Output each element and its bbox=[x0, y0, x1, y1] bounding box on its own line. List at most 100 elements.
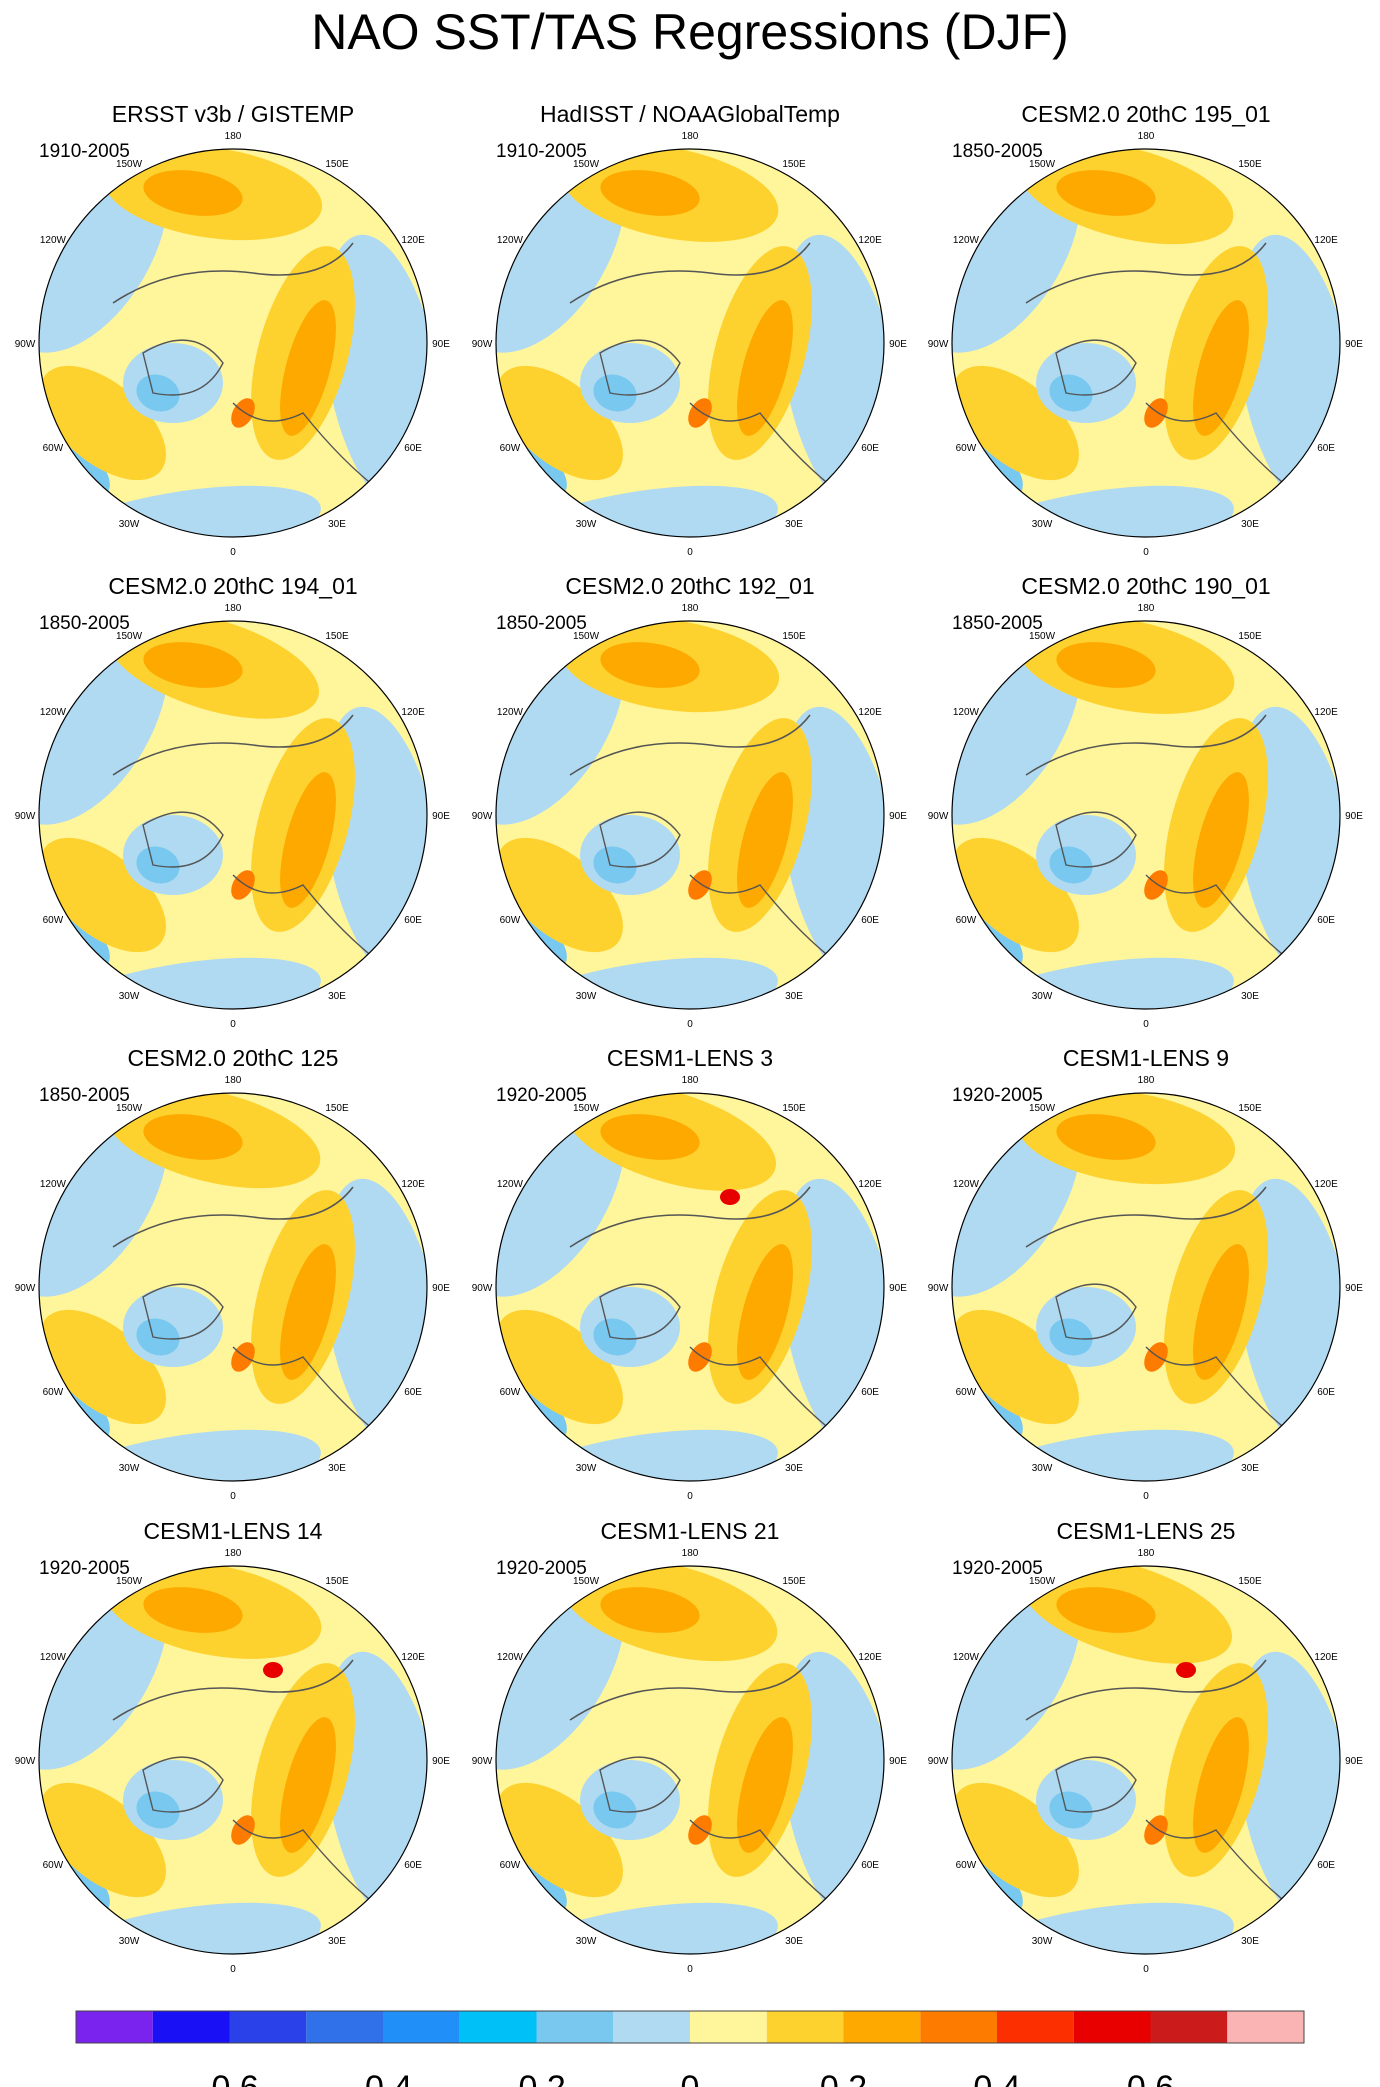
positive-anomaly bbox=[40, 365, 166, 481]
positive-anomaly bbox=[1144, 398, 1168, 428]
map-panel: CESM1-LENS 14 1920-2005 180 150E 120E 90E 60E 3… bbox=[15, 1518, 451, 1975]
longitude-label: 0 bbox=[230, 1491, 236, 1502]
negative-anomaly bbox=[593, 1791, 637, 1829]
longitude-label: 180 bbox=[1138, 1548, 1155, 1559]
longitude-label: 60W bbox=[956, 915, 977, 926]
coastline bbox=[689, 402, 841, 494]
longitude-label: 30E bbox=[1241, 1463, 1259, 1474]
longitude-label: 30W bbox=[576, 1463, 597, 1474]
longitude-label: 150E bbox=[1238, 159, 1262, 170]
coastline bbox=[569, 714, 811, 776]
longitude-label: 60W bbox=[43, 915, 64, 926]
panel-period: 1850-2005 bbox=[952, 141, 1043, 162]
coastline bbox=[112, 242, 354, 304]
colorbar-swatch bbox=[1227, 2011, 1304, 2043]
colorbar-swatch bbox=[536, 2011, 614, 2043]
longitude-label: 0 bbox=[230, 1019, 236, 1030]
positive-anomaly bbox=[688, 398, 712, 428]
positive-anomaly bbox=[1144, 870, 1168, 900]
positive-anomaly bbox=[953, 1309, 1079, 1425]
longitude-label: 60E bbox=[404, 1387, 422, 1398]
longitude-label: 180 bbox=[225, 1548, 242, 1559]
longitude-label: 90W bbox=[15, 811, 36, 822]
panel-title: CESM2.0 20thC 194_01 bbox=[108, 573, 357, 599]
map-panel: ERSST v3b / GISTEMP 1910-2005 180 150E 120E 9… bbox=[15, 101, 451, 558]
panel-title: CESM1-LENS 3 bbox=[607, 1045, 773, 1071]
coastline bbox=[142, 811, 224, 868]
longitude-label: 90W bbox=[15, 339, 36, 350]
longitude-label: 30W bbox=[1032, 519, 1053, 530]
longitude-label: 90E bbox=[889, 811, 907, 822]
longitude-label: 150W bbox=[116, 631, 143, 642]
longitude-label: 180 bbox=[1138, 1075, 1155, 1086]
longitude-label: 90W bbox=[928, 1756, 949, 1767]
longitude-label: 120E bbox=[1314, 1179, 1338, 1190]
positive-anomaly bbox=[1056, 170, 1156, 216]
longitude-label: 120W bbox=[953, 707, 980, 718]
longitude-label: 30W bbox=[1032, 1463, 1053, 1474]
map-boundary bbox=[951, 620, 1341, 1010]
longitude-label: 30E bbox=[1241, 991, 1259, 1002]
positive-anomaly bbox=[280, 772, 336, 908]
positive-anomaly bbox=[600, 642, 700, 688]
longitude-label: 120W bbox=[40, 707, 67, 718]
panel-period: 1920-2005 bbox=[496, 1558, 587, 1579]
map-boundary bbox=[38, 148, 428, 538]
negative-anomaly bbox=[136, 1791, 180, 1829]
longitude-label: 150W bbox=[1029, 1103, 1056, 1114]
longitude-label: 120W bbox=[953, 1179, 980, 1190]
coastline bbox=[569, 1659, 811, 1721]
panel-period: 1920-2005 bbox=[952, 1558, 1043, 1579]
longitude-label: 0 bbox=[687, 547, 693, 558]
coastline bbox=[599, 1283, 681, 1340]
longitude-label: 90W bbox=[472, 1756, 493, 1767]
colorbar-swatch bbox=[76, 2011, 153, 2043]
longitude-label: 0 bbox=[230, 1964, 236, 1975]
longitude-label: 150E bbox=[782, 631, 806, 642]
longitude-label: 60E bbox=[861, 443, 879, 454]
panel-period: 1850-2005 bbox=[39, 613, 130, 634]
longitude-label: 120W bbox=[40, 1179, 67, 1190]
coastline bbox=[1025, 714, 1267, 776]
longitude-label: 90E bbox=[432, 811, 450, 822]
colorbar-frame bbox=[75, 2010, 1305, 2044]
coastline bbox=[1145, 402, 1297, 494]
map-panel: CESM1-LENS 21 1920-2005 180 150E 120E 90E 60E 3… bbox=[472, 1518, 908, 1975]
longitude-label: 0 bbox=[230, 547, 236, 558]
longitude-label: 120E bbox=[401, 1652, 425, 1663]
panel-title: ERSST v3b / GISTEMP bbox=[112, 101, 354, 127]
positive-anomaly bbox=[688, 870, 712, 900]
longitude-label: 90W bbox=[472, 811, 493, 822]
coastline bbox=[232, 1346, 384, 1438]
longitude-label: 60W bbox=[956, 1387, 977, 1398]
longitude-label: 150W bbox=[573, 1103, 600, 1114]
panel-title: CESM2.0 20thC 195_01 bbox=[1021, 101, 1270, 127]
longitude-label: 60E bbox=[404, 443, 422, 454]
longitude-label: 120W bbox=[953, 1652, 980, 1663]
coastline bbox=[599, 339, 681, 396]
longitude-label: 30W bbox=[576, 1936, 597, 1947]
longitude-label: 30E bbox=[785, 1463, 803, 1474]
colorbar-swatch bbox=[1150, 2011, 1228, 2043]
longitude-label: 30E bbox=[328, 1463, 346, 1474]
positive-anomaly bbox=[1193, 772, 1249, 908]
positive-anomaly bbox=[497, 1309, 623, 1425]
longitude-label: 120E bbox=[1314, 707, 1338, 718]
longitude-label: 30E bbox=[328, 1936, 346, 1947]
colorbar-swatch bbox=[690, 2011, 767, 2043]
coastline bbox=[1145, 874, 1297, 966]
map-panel: CESM2.0 20thC 195_01 1850-2005 180 150E 120E… bbox=[928, 101, 1364, 558]
longitude-label: 30E bbox=[328, 991, 346, 1002]
positive-anomaly bbox=[737, 300, 793, 436]
map-boundary bbox=[495, 1092, 885, 1482]
positive-anomaly bbox=[280, 300, 336, 436]
positive-anomaly bbox=[231, 398, 255, 428]
positive-anomaly bbox=[497, 1782, 623, 1898]
positive-anomaly bbox=[600, 1587, 700, 1633]
longitude-label: 150W bbox=[1029, 1576, 1056, 1587]
positive-anomaly bbox=[737, 1244, 793, 1380]
colorbar-swatch bbox=[459, 2011, 537, 2043]
longitude-label: 30W bbox=[576, 519, 597, 530]
longitude-label: 30E bbox=[328, 519, 346, 530]
longitude-label: 120W bbox=[497, 235, 524, 246]
